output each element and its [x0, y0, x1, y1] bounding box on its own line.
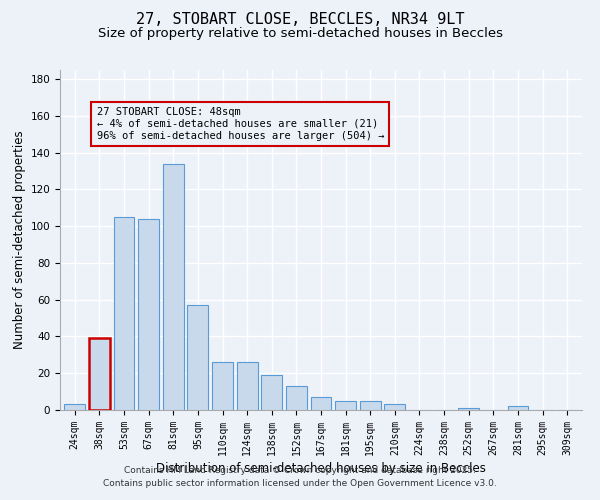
Bar: [286, 386, 307, 410]
Bar: [138, 219, 159, 410]
Bar: [113, 217, 134, 410]
Bar: [360, 401, 381, 410]
Bar: [187, 305, 208, 410]
Y-axis label: Number of semi-detached properties: Number of semi-detached properties: [13, 130, 26, 350]
X-axis label: Distribution of semi-detached houses by size in Beccles: Distribution of semi-detached houses by …: [156, 462, 486, 475]
Bar: [236, 362, 257, 410]
Text: Size of property relative to semi-detached houses in Beccles: Size of property relative to semi-detach…: [97, 28, 503, 40]
Bar: [508, 406, 529, 410]
Text: 27 STOBART CLOSE: 48sqm
← 4% of semi-detached houses are smaller (21)
96% of sem: 27 STOBART CLOSE: 48sqm ← 4% of semi-det…: [97, 108, 384, 140]
Bar: [212, 362, 233, 410]
Text: Contains HM Land Registry data © Crown copyright and database right 2025.
Contai: Contains HM Land Registry data © Crown c…: [103, 466, 497, 487]
Bar: [335, 401, 356, 410]
Bar: [89, 338, 110, 410]
Bar: [385, 404, 406, 410]
Bar: [311, 397, 331, 410]
Bar: [163, 164, 184, 410]
Bar: [261, 375, 282, 410]
Text: 27, STOBART CLOSE, BECCLES, NR34 9LT: 27, STOBART CLOSE, BECCLES, NR34 9LT: [136, 12, 464, 28]
Bar: [64, 404, 85, 410]
Bar: [458, 408, 479, 410]
